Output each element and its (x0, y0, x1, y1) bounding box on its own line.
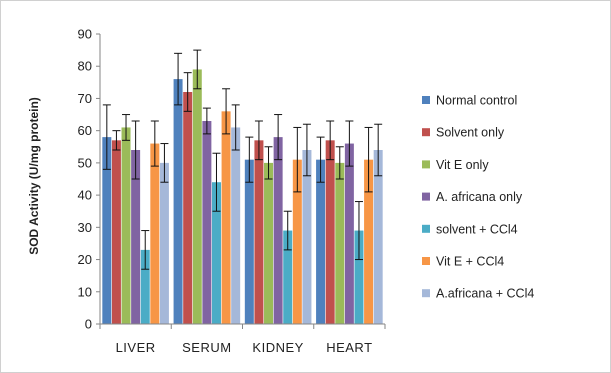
error-bars-layer (102, 49, 383, 270)
y-tick-label: 0 (85, 317, 92, 332)
bar (373, 150, 383, 324)
legend-label: Solvent only (436, 126, 505, 140)
bar (354, 230, 364, 324)
legend-swatch (422, 257, 430, 265)
legend: Normal control Solvent only Vit E only A. a… (422, 94, 534, 301)
bar (150, 143, 160, 324)
bar (244, 159, 254, 324)
x-tick-label: HEART (326, 340, 372, 355)
bar (173, 79, 183, 324)
y-tick-label: 60 (78, 123, 92, 138)
bar (302, 150, 312, 324)
bar (325, 140, 335, 324)
bar (264, 162, 274, 324)
x-tick-label: KIDNEY (252, 340, 303, 355)
bar (211, 182, 221, 324)
x-tick-label: SERUM (182, 340, 231, 355)
bar (273, 137, 283, 324)
bar (344, 143, 354, 324)
bar (183, 92, 193, 324)
bars-layer (102, 69, 383, 324)
axes-layer: 0 10 20 30 40 50 60 70 80 90 LIVER SERUM KIDNEY HEART (78, 27, 386, 355)
legend-label: Normal control (436, 94, 517, 108)
bar (111, 140, 121, 324)
bar (316, 159, 326, 324)
y-tick-label: 40 (78, 188, 92, 203)
bar (140, 249, 150, 324)
bar (121, 127, 131, 324)
bar (102, 137, 112, 324)
x-tick-label: LIVER (116, 340, 156, 355)
legend-label: Vit E only (436, 158, 489, 172)
y-tick-label: 10 (78, 284, 92, 299)
legend-label: Vit E + CCl4 (436, 255, 504, 269)
y-tick-label: 50 (78, 155, 92, 170)
bar (231, 127, 241, 324)
bar (254, 140, 264, 324)
bar (192, 69, 202, 324)
legend-swatch (422, 160, 430, 169)
bar (335, 162, 345, 324)
y-tick-label: 70 (78, 91, 92, 106)
bar (131, 150, 141, 324)
y-tick-label: 90 (78, 27, 92, 42)
legend-label: A. africana only (436, 190, 523, 204)
legend-swatch (422, 128, 430, 137)
y-axis-label: SOD Activity (U/mg protein) (27, 97, 41, 255)
bar (292, 159, 302, 324)
bar (283, 230, 293, 324)
legend-swatch (422, 224, 430, 233)
y-tick-label: 30 (78, 220, 92, 235)
legend-swatch (422, 192, 430, 201)
legend-swatch (422, 96, 430, 104)
y-tick-label: 80 (78, 59, 92, 74)
bar (221, 111, 231, 324)
bar (159, 162, 169, 324)
bar (202, 121, 212, 324)
legend-label: A.africana + CCl4 (436, 287, 534, 301)
y-tick-label: 20 (78, 252, 92, 267)
bar (364, 159, 374, 324)
legend-label: solvent + CCl4 (436, 222, 518, 236)
legend-swatch (422, 289, 430, 298)
